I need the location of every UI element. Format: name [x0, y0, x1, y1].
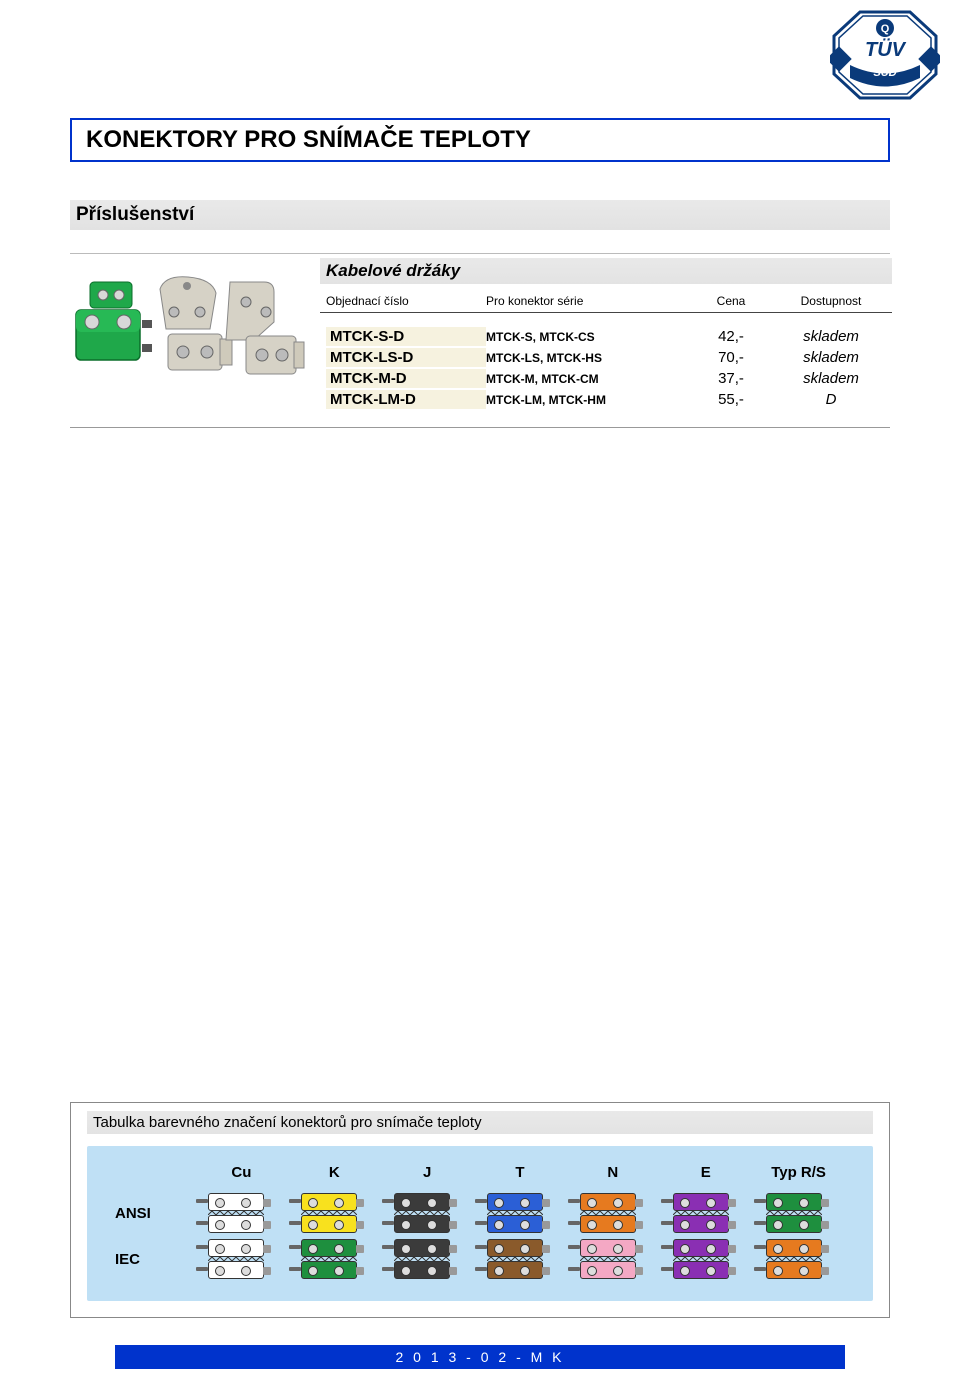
- cell-price: 70,-: [686, 349, 776, 366]
- connectors-illustration: [70, 264, 310, 384]
- section-title: Příslušenství: [70, 200, 890, 230]
- cell-series: MTCK-M, MTCK-CM: [486, 372, 686, 386]
- cell-code: MTCK-LS-D: [326, 348, 486, 367]
- page-title: KONEKTORY PRO SNÍMAČE TEPLOTY: [72, 120, 888, 160]
- type-label: N: [566, 1164, 659, 1181]
- connector-cell: [381, 1239, 474, 1279]
- connector-cell: [566, 1193, 659, 1233]
- cell-avail: skladem: [776, 328, 886, 345]
- mini-connector: [766, 1193, 832, 1233]
- mini-connector: [301, 1193, 367, 1233]
- color-table-container: Tabulka barevného značení konektorů pro …: [70, 1102, 890, 1318]
- th-price: Cena: [686, 294, 776, 308]
- color-table-title: Tabulka barevného značení konektorů pro …: [87, 1111, 873, 1134]
- connector-cell: [195, 1193, 288, 1233]
- types-header-row: CuKJTNETyp R/S: [115, 1164, 845, 1181]
- product-image-col: [70, 258, 320, 427]
- table-row: MTCK-LS-DMTCK-LS, MTCK-HS70,-skladem: [326, 348, 886, 367]
- svg-text:Q: Q: [881, 23, 890, 35]
- cell-code: MTCK-S-D: [326, 327, 486, 346]
- mini-connector: [580, 1193, 646, 1233]
- table-row: MTCK-M-DMTCK-M, MTCK-CM37,-skladem: [326, 369, 886, 388]
- table-row: MTCK-S-DMTCK-S, MTCK-CS42,-skladem: [326, 327, 886, 346]
- cell-code: MTCK-M-D: [326, 369, 486, 388]
- cell-price: 55,-: [686, 391, 776, 408]
- cell-avail: D: [776, 391, 886, 408]
- connector-cell: [659, 1239, 752, 1279]
- mini-connector: [208, 1193, 274, 1233]
- connector-cell: [288, 1239, 381, 1279]
- mini-connector: [394, 1193, 460, 1233]
- mini-connector: [673, 1239, 739, 1279]
- data-column: Kabelové držáky Objednací číslo Pro kone…: [320, 258, 892, 427]
- th-avail: Dostupnost: [776, 294, 886, 308]
- table-headers: Objednací číslo Pro konektor série Cena …: [320, 294, 892, 313]
- subsection-title: Kabelové držáky: [320, 258, 892, 284]
- standard-label: IEC: [115, 1251, 195, 1268]
- mini-connector: [487, 1193, 553, 1233]
- connector-cell: [566, 1239, 659, 1279]
- type-label: K: [288, 1164, 381, 1181]
- connector-row: IEC: [115, 1239, 845, 1279]
- cell-series: MTCK-S, MTCK-CS: [486, 330, 686, 344]
- footer-text: 2 0 1 3 - 0 2 - M K: [115, 1345, 844, 1369]
- connector-cell: [474, 1193, 567, 1233]
- cell-price: 42,-: [686, 328, 776, 345]
- mini-connector: [673, 1193, 739, 1233]
- type-label: E: [659, 1164, 752, 1181]
- connector-cell: [195, 1239, 288, 1279]
- connector-cell: [288, 1193, 381, 1233]
- svg-text:TÜV: TÜV: [865, 38, 907, 61]
- mini-connector: [301, 1239, 367, 1279]
- color-panel: CuKJTNETyp R/S ANSI IEC: [87, 1146, 873, 1301]
- connector-cell: [381, 1193, 474, 1233]
- type-label: T: [474, 1164, 567, 1181]
- cell-series: MTCK-LS, MTCK-HS: [486, 351, 686, 365]
- mini-connector: [208, 1239, 274, 1279]
- table-body: MTCK-S-DMTCK-S, MTCK-CS42,-sklademMTCK-L…: [320, 327, 892, 427]
- type-label: Cu: [195, 1164, 288, 1181]
- cell-price: 37,-: [686, 370, 776, 387]
- type-label: Typ R/S: [752, 1164, 845, 1181]
- page-title-bar: KONEKTORY PRO SNÍMAČE TEPLOTY: [70, 118, 890, 162]
- type-label: J: [381, 1164, 474, 1181]
- connector-cell: [659, 1193, 752, 1233]
- connector-cell: [474, 1239, 567, 1279]
- content-row: Kabelové držáky Objednací číslo Pro kone…: [70, 258, 890, 428]
- cell-code: MTCK-LM-D: [326, 390, 486, 409]
- footer: 2 0 1 3 - 0 2 - M K: [0, 1345, 960, 1369]
- connector-cell: [752, 1193, 845, 1233]
- mini-connector: [487, 1239, 553, 1279]
- cell-series: MTCK-LM, MTCK-HM: [486, 393, 686, 407]
- connector-row: ANSI: [115, 1193, 845, 1233]
- mini-connector: [580, 1239, 646, 1279]
- tuv-logo: Q TÜV SÜD: [830, 10, 940, 100]
- page-root: Q TÜV SÜD KONEKTORY PRO SNÍMAČE TEPLOTY …: [0, 0, 960, 1387]
- table-row: MTCK-LM-DMTCK-LM, MTCK-HM55,-D: [326, 390, 886, 409]
- mini-connector: [394, 1239, 460, 1279]
- th-order-no: Objednací číslo: [326, 294, 486, 308]
- svg-text:SÜD: SÜD: [873, 66, 896, 79]
- cell-avail: skladem: [776, 349, 886, 366]
- cell-avail: skladem: [776, 370, 886, 387]
- mini-connector: [766, 1239, 832, 1279]
- standard-label: ANSI: [115, 1205, 195, 1222]
- connector-cell: [752, 1239, 845, 1279]
- th-series: Pro konektor série: [486, 294, 686, 308]
